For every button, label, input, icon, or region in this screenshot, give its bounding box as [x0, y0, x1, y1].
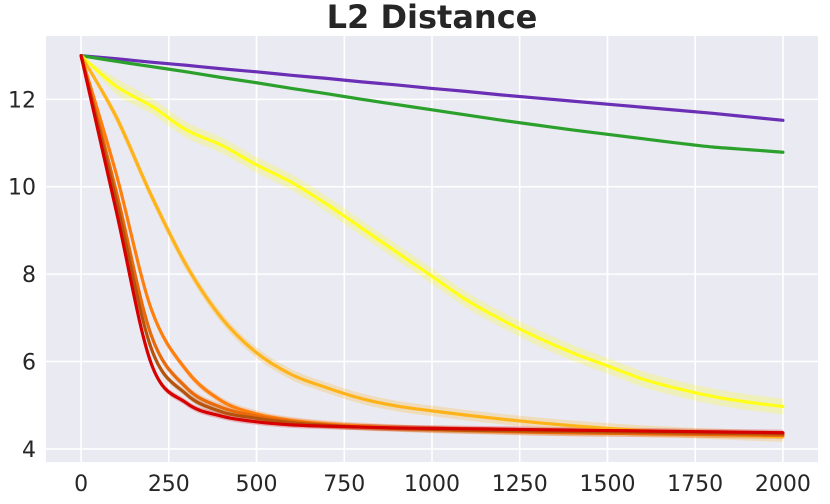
series-line-2 [79, 54, 785, 154]
x-tick-label: 2000 [755, 472, 811, 497]
y-tick-label: 8 [22, 263, 36, 288]
x-tick-label: 1750 [667, 472, 723, 497]
x-tick-label: 1250 [492, 472, 548, 497]
y-tick-label: 6 [22, 351, 36, 376]
x-tick-label: 0 [74, 472, 88, 497]
series-line-8 [79, 54, 785, 435]
series-line-1 [79, 54, 785, 122]
y-tick-label: 12 [8, 88, 36, 113]
x-tick-label: 500 [236, 472, 278, 497]
chart-title: L2 Distance [327, 0, 538, 36]
series-lines [79, 54, 785, 439]
x-tick-label: 1500 [579, 472, 635, 497]
x-tick-label: 250 [148, 472, 190, 497]
y-tick-label: 10 [8, 176, 36, 201]
series-line-3 [79, 54, 785, 409]
x-tick-label: 750 [323, 472, 365, 497]
x-tick-label: 1000 [404, 472, 460, 497]
tick-labels: 0 250 500 750 1000 1250 1500 1750 2000 4 6 8 10 12 [8, 88, 811, 497]
y-tick-label: 4 [22, 438, 36, 463]
grid [46, 36, 818, 462]
